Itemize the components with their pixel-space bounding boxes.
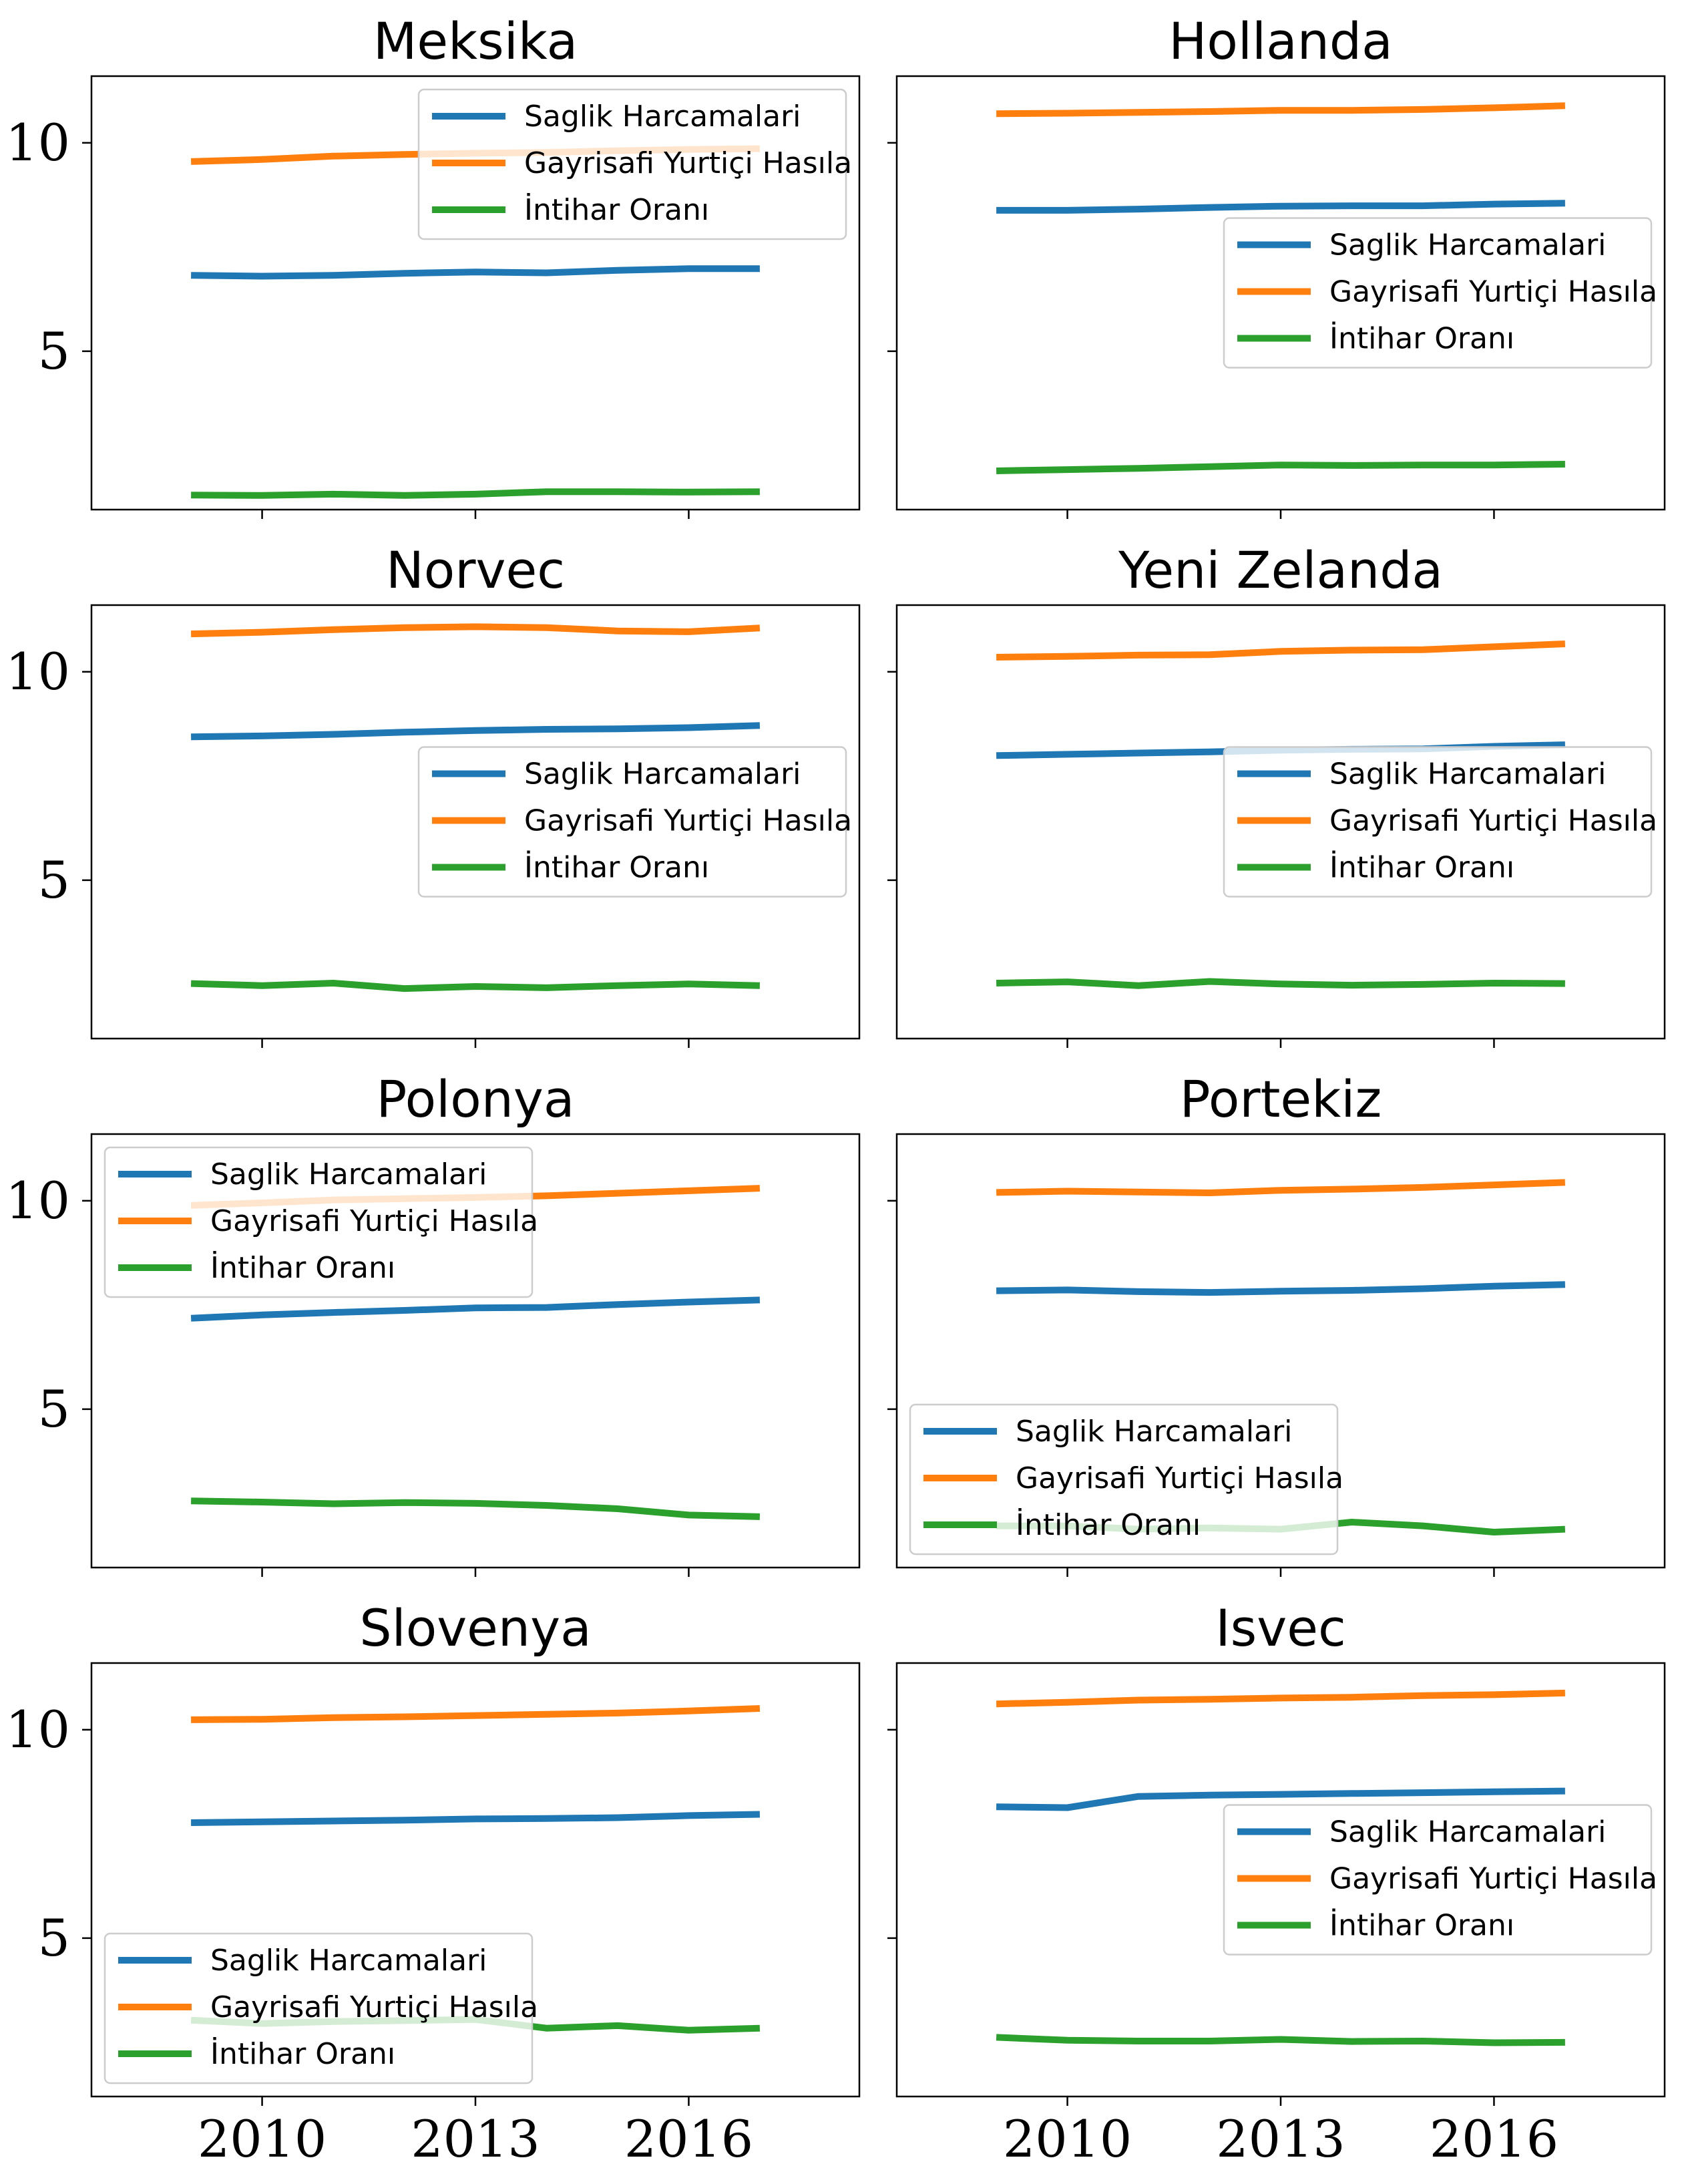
series-line-intihar-orani bbox=[190, 980, 761, 992]
panel-slovenya: Slovenya 2010 2013 2016 5 10 Saglik Harcamalar… bbox=[5, 1598, 861, 2169]
y-tick-label: 10 bbox=[5, 113, 70, 172]
legend-label: Saglik Harcamalari bbox=[1329, 228, 1606, 262]
series-line-saglik-harcamalari bbox=[190, 1296, 761, 1322]
legend-label: Gayrisafi Yurtiçi Hasıla bbox=[210, 1204, 538, 1238]
legend-label: İntihar Oranı bbox=[524, 192, 709, 227]
series-line-saglik-harcamalari bbox=[996, 1787, 1565, 1811]
legend-label: Saglik Harcamalari bbox=[524, 100, 801, 134]
panel-polonya: Polonya 5 10 Saglik Harcamalari Gayrisafi Yu… bbox=[5, 1069, 861, 1577]
panel-title: Yeni Zelanda bbox=[1118, 540, 1443, 600]
x-tick-label: 2013 bbox=[1216, 2109, 1345, 2169]
legend-label: Gayrisafi Yurtiçi Hasıla bbox=[1329, 275, 1657, 309]
legend-label: Gayrisafi Yurtiçi Hasıla bbox=[524, 146, 852, 180]
legend-label: İntihar Oranı bbox=[1329, 1908, 1514, 1943]
panel-title: Polonya bbox=[377, 1069, 575, 1129]
legend-label: Saglik Harcamalari bbox=[524, 757, 801, 791]
series-line-saglik-harcamalari bbox=[191, 722, 761, 741]
legend-label: Gayrisafi Yurtiçi Hasıla bbox=[1016, 1461, 1343, 1495]
panel-title: Slovenya bbox=[359, 1598, 591, 1658]
panel-portekiz: Portekiz Saglik Harcamalari Gayrisafi Yurt… bbox=[887, 1069, 1666, 1577]
legend-box bbox=[417, 88, 847, 240]
series-line-gayrisafi-yurtici-hasila bbox=[190, 623, 761, 638]
legend-label: İntihar Oranı bbox=[210, 1250, 395, 1285]
y-tick-label: 5 bbox=[38, 1379, 70, 1439]
legend-label: Saglik Harcamalari bbox=[1329, 1815, 1606, 1849]
panel-meksika: Meksika 5 10 Saglik Harcamalari Gayrisafi Yu… bbox=[5, 11, 861, 519]
series-line-saglik-harcamalari bbox=[996, 200, 1565, 214]
legend: Saglik Harcamalari Gayrisafi Yurtiçi Hası… bbox=[1223, 746, 1657, 898]
panel-hollanda: Hollanda Saglik Harcamalari Gayrisafi Yurt… bbox=[887, 11, 1666, 519]
x-tick-label: 2010 bbox=[1003, 2109, 1132, 2169]
series-line-saglik-harcamalari bbox=[191, 1811, 760, 1826]
legend: Saglik Harcamalari Gayrisafi Yurtiçi Hası… bbox=[103, 1932, 538, 2084]
series-line-saglik-harcamalari bbox=[996, 1281, 1566, 1296]
series-line-intihar-orani bbox=[191, 488, 760, 499]
legend-box bbox=[103, 1146, 534, 1298]
legend-box bbox=[417, 746, 847, 898]
legend-label: İntihar Oranı bbox=[210, 2036, 395, 2071]
legend-label: Saglik Harcamalari bbox=[1016, 1415, 1292, 1449]
legend-box bbox=[103, 1932, 534, 2084]
panel-title: Portekiz bbox=[1180, 1069, 1382, 1129]
legend-box bbox=[1223, 217, 1653, 369]
x-tick-label: 2016 bbox=[1430, 2109, 1558, 2169]
legend-label: Saglik Harcamalari bbox=[210, 1944, 487, 1978]
legend: Saglik Harcamalari Gayrisafi Yurtiçi Hası… bbox=[1223, 1804, 1657, 1956]
panel-title: Meksika bbox=[373, 11, 578, 71]
series-line-intihar-orani bbox=[191, 1497, 761, 1520]
legend-label: Gayrisafi Yurtiçi Hasıla bbox=[210, 1990, 538, 2024]
y-tick-label: 5 bbox=[38, 1908, 70, 1968]
legend: Saglik Harcamalari Gayrisafi Yurtiçi Hası… bbox=[417, 746, 852, 898]
legend-box bbox=[1223, 746, 1653, 898]
legend: Saglik Harcamalari Gayrisafi Yurtiçi Hası… bbox=[103, 1146, 538, 1298]
x-tick-label: 2013 bbox=[411, 2109, 540, 2169]
legend-label: İntihar Oranı bbox=[1016, 1507, 1201, 1542]
panel-norvec: Norvec 5 10 Saglik Harcamalari Gayrisafi Yur… bbox=[5, 540, 861, 1048]
legend-label: İntihar Oranı bbox=[1329, 321, 1514, 356]
legend-label: Saglik Harcamalari bbox=[210, 1157, 487, 1192]
legend-label: Saglik Harcamalari bbox=[1329, 757, 1606, 791]
legend: Saglik Harcamalari Gayrisafi Yurtiçi Hası… bbox=[417, 88, 852, 240]
legend: Saglik Harcamalari Gayrisafi Yurtiçi Hası… bbox=[909, 1403, 1343, 1556]
panel-yeni-zelanda: Yeni Zelanda Saglik Harcamalari Gayrisafi … bbox=[887, 540, 1666, 1048]
series-line-gayrisafi-yurtici-hasila bbox=[996, 1689, 1566, 1708]
legend-box bbox=[1223, 1804, 1653, 1956]
panel-title: Hollanda bbox=[1169, 11, 1392, 71]
legend-label: Gayrisafi Yurtiçi Hasıla bbox=[524, 804, 852, 838]
legend-label: İntihar Oranı bbox=[1329, 850, 1514, 885]
series-line-intihar-orani bbox=[996, 461, 1565, 474]
x-tick-label: 2016 bbox=[624, 2109, 753, 2169]
panel-isvec: Isvec 2010 2013 2016 Saglik Harcamalari Gayri… bbox=[887, 1598, 1666, 2169]
y-tick-label: 10 bbox=[5, 1171, 70, 1230]
y-tick-label: 5 bbox=[38, 850, 70, 910]
series-line-intihar-orani bbox=[996, 2034, 1565, 2046]
legend-box bbox=[909, 1403, 1339, 1556]
x-tick-label: 2010 bbox=[198, 2109, 327, 2169]
legend-label: Gayrisafi Yurtiçi Hasıla bbox=[1329, 804, 1657, 838]
y-tick-label: 5 bbox=[38, 321, 70, 381]
series-line-gayrisafi-yurtici-hasila bbox=[996, 641, 1566, 661]
panel-title: Isvec bbox=[1215, 1598, 1346, 1658]
legend-label: Gayrisafi Yurtiçi Hasıla bbox=[1329, 1862, 1657, 1896]
series-line-saglik-harcamalari bbox=[191, 265, 760, 280]
y-tick-label: 10 bbox=[5, 1700, 70, 1759]
series-line-gayrisafi-yurtici-hasila bbox=[996, 102, 1566, 118]
series-line-gayrisafi-yurtici-hasila bbox=[996, 1179, 1566, 1196]
series-line-gayrisafi-yurtici-hasila bbox=[191, 1705, 761, 1723]
legend: Saglik Harcamalari Gayrisafi Yurtiçi Hası… bbox=[1223, 217, 1657, 369]
panel-title: Norvec bbox=[386, 540, 565, 600]
legend-label: İntihar Oranı bbox=[524, 850, 709, 885]
series-line-intihar-orani bbox=[996, 978, 1565, 989]
y-tick-label: 10 bbox=[5, 642, 70, 701]
